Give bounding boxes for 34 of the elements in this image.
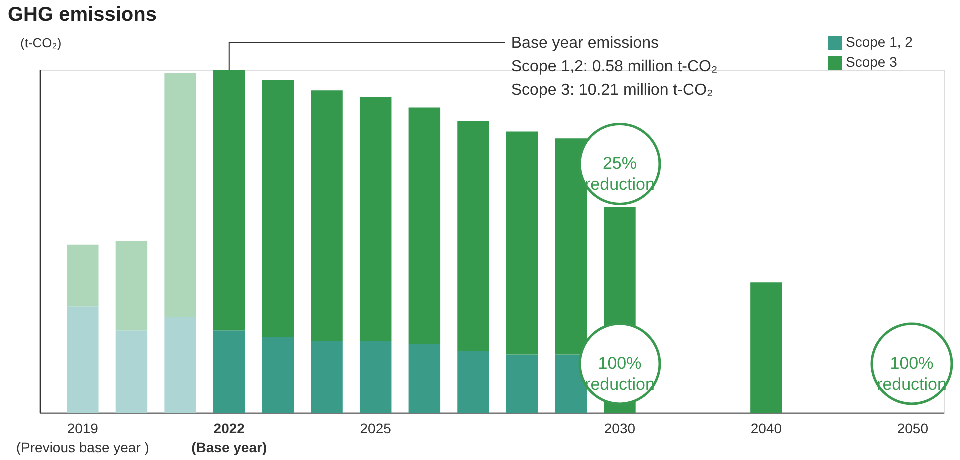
bar bbox=[360, 340, 392, 413]
legend-label: Scope 1, 2 bbox=[846, 34, 914, 50]
bar bbox=[164, 316, 196, 413]
bar bbox=[116, 330, 148, 413]
x-tick-label: 2050 bbox=[897, 420, 929, 436]
bar bbox=[67, 244, 99, 307]
x-tick-label: 2040 bbox=[750, 420, 782, 436]
bar bbox=[214, 330, 246, 413]
x-tick-label: 2025 bbox=[360, 420, 392, 436]
bar bbox=[408, 344, 441, 413]
bar bbox=[458, 121, 490, 352]
annotation: Base year emissions Scope 1,2: 0.58 million t-CO₂ Scope 3: 10.21 million t-CO₂ bbox=[511, 35, 718, 99]
x-tick-label: 2030 bbox=[604, 420, 636, 436]
bar bbox=[506, 132, 538, 355]
bar bbox=[750, 282, 782, 413]
bar bbox=[311, 90, 343, 341]
x-tick-label: 2019 (Previous base year ) bbox=[16, 420, 150, 456]
bar bbox=[360, 97, 392, 341]
bar bbox=[262, 338, 294, 413]
bar bbox=[408, 108, 441, 344]
bar bbox=[506, 354, 538, 413]
y-axis-title: (t-CO₂) bbox=[20, 36, 62, 50]
bar bbox=[164, 73, 196, 317]
legend-label: Scope 3 bbox=[846, 54, 898, 70]
bar bbox=[116, 242, 148, 331]
bar bbox=[262, 80, 294, 338]
x-tick-label: 2022 (Base year) bbox=[192, 420, 268, 456]
bar bbox=[311, 340, 343, 413]
bar bbox=[458, 351, 490, 413]
chart-title: GHG emissions bbox=[8, 4, 157, 26]
annotation: 100% reduction bbox=[585, 354, 655, 394]
bar bbox=[214, 70, 246, 331]
annotation: 100% reduction bbox=[877, 354, 947, 394]
bar bbox=[67, 306, 99, 413]
